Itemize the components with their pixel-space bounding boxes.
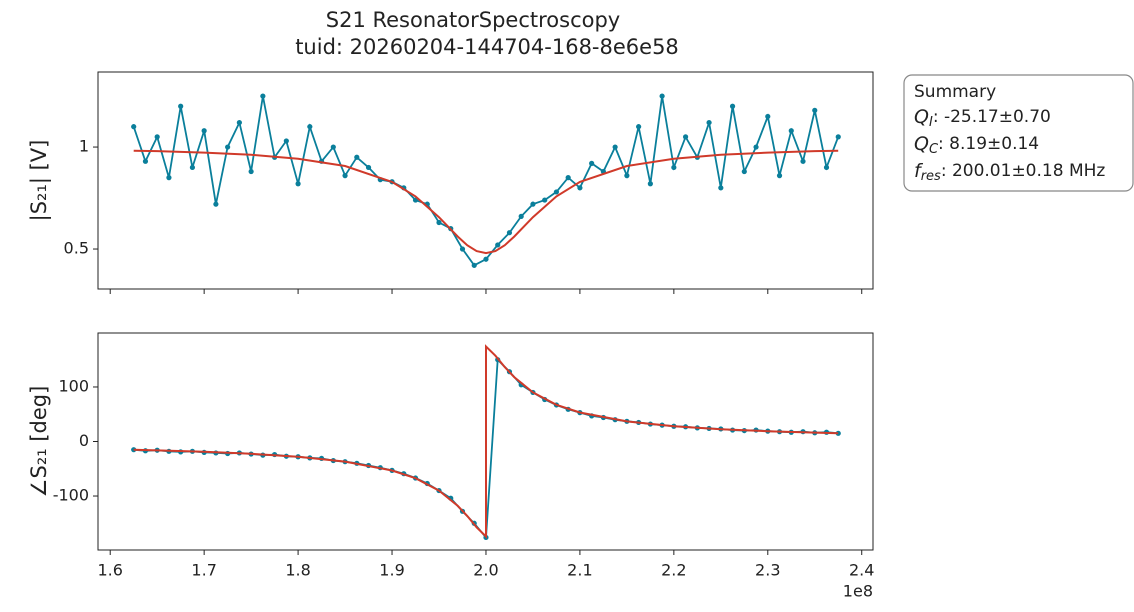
data-point	[365, 164, 372, 171]
summary-symbol: Q	[914, 106, 929, 128]
data-point	[459, 246, 466, 252]
data-point	[718, 185, 724, 191]
y-tick-label: 0.5	[64, 239, 89, 258]
data-point	[131, 124, 137, 130]
data-point	[788, 128, 794, 134]
y-tick-label: 100	[58, 376, 89, 395]
data-point	[729, 103, 736, 109]
data-point	[823, 164, 830, 171]
data-point	[753, 144, 759, 150]
summary-box	[903, 74, 1134, 192]
x-tick-label: 1.9	[379, 561, 404, 580]
data-point	[225, 144, 231, 150]
data-point	[483, 256, 489, 262]
data-point	[307, 124, 313, 130]
data-point	[295, 181, 301, 187]
x-tick-label: 1.8	[285, 561, 310, 580]
series-line	[133, 149, 839, 255]
data-point	[741, 168, 747, 175]
data-point	[260, 93, 266, 99]
x-tick-label: 1.7	[191, 561, 216, 580]
data-point	[812, 107, 818, 113]
data-point	[776, 173, 783, 179]
data-point	[471, 262, 477, 268]
plot-area	[97, 71, 874, 290]
summary-text: : -25.17±0.70	[933, 107, 1051, 127]
data-point	[166, 175, 172, 181]
summary-text: : 8.19±0.14	[938, 134, 1039, 154]
summary-subscript: res	[921, 169, 941, 184]
summary-title: Summary	[914, 82, 996, 102]
data-point	[518, 213, 524, 219]
y-axis-label: ∠S₂₁ [deg]	[27, 386, 51, 498]
data-point	[765, 113, 771, 120]
summary-symbol: Q	[914, 133, 929, 155]
data-point	[671, 164, 677, 171]
chart-title: S21 ResonatorSpectroscopy	[326, 8, 620, 32]
data-point	[154, 134, 160, 140]
data-point	[589, 160, 595, 166]
y-tick-label: -100	[53, 486, 89, 505]
data-point	[131, 447, 137, 453]
data-point	[436, 219, 442, 226]
data-point	[236, 119, 242, 126]
data-point	[506, 230, 513, 236]
data-point	[553, 189, 560, 195]
data-point	[542, 197, 548, 203]
data-point	[835, 134, 841, 140]
data-point	[178, 103, 184, 109]
data-point	[283, 138, 289, 144]
x-tick-label: 2.4	[849, 561, 874, 580]
data-point	[835, 430, 841, 436]
data-point	[213, 201, 219, 207]
chart-subtitle: tuid: 20260204-144704-168-8e6e58	[295, 35, 679, 59]
summary-subscript: C	[929, 142, 939, 157]
summary-line: QC: 8.19±0.14	[914, 133, 1039, 157]
data-point	[624, 173, 630, 179]
x-tick-label: 2.0	[473, 561, 498, 580]
data-point	[612, 144, 618, 150]
x-tick-label: 1.6	[97, 561, 122, 580]
summary-text: : 200.01±0.18 MHz	[941, 161, 1106, 181]
data-point	[800, 158, 806, 164]
data-point	[354, 154, 360, 160]
summary-subscript: I	[929, 115, 933, 130]
data-point	[636, 124, 642, 130]
data-point	[248, 168, 254, 175]
data-point	[495, 242, 501, 248]
data-point	[189, 164, 196, 171]
series-line	[133, 344, 839, 539]
x-tick-label: 2.1	[567, 561, 592, 580]
summary-line: fres: 200.01±0.18 MHz	[914, 160, 1105, 184]
y-tick-label: 1	[79, 137, 89, 156]
data-point	[330, 144, 336, 150]
data-point	[565, 175, 571, 181]
x-tick-label: 2.2	[661, 561, 686, 580]
data-point	[530, 201, 536, 207]
summary-line: QI: -25.17±0.70	[914, 106, 1051, 130]
x-tick-label: 2.3	[755, 561, 780, 580]
data-point	[659, 93, 665, 99]
data-point	[647, 181, 653, 187]
data-point	[706, 119, 712, 126]
data-point	[342, 173, 348, 179]
x-offset-label: 1e8	[843, 582, 873, 601]
summary-symbol: f	[914, 160, 924, 182]
y-axis-label: |S₂₁| [V]	[27, 140, 52, 222]
y-tick-label: 0	[79, 431, 89, 450]
data-point	[142, 158, 149, 164]
data-point	[201, 128, 207, 134]
data-point	[682, 134, 689, 140]
data-point	[577, 185, 583, 191]
